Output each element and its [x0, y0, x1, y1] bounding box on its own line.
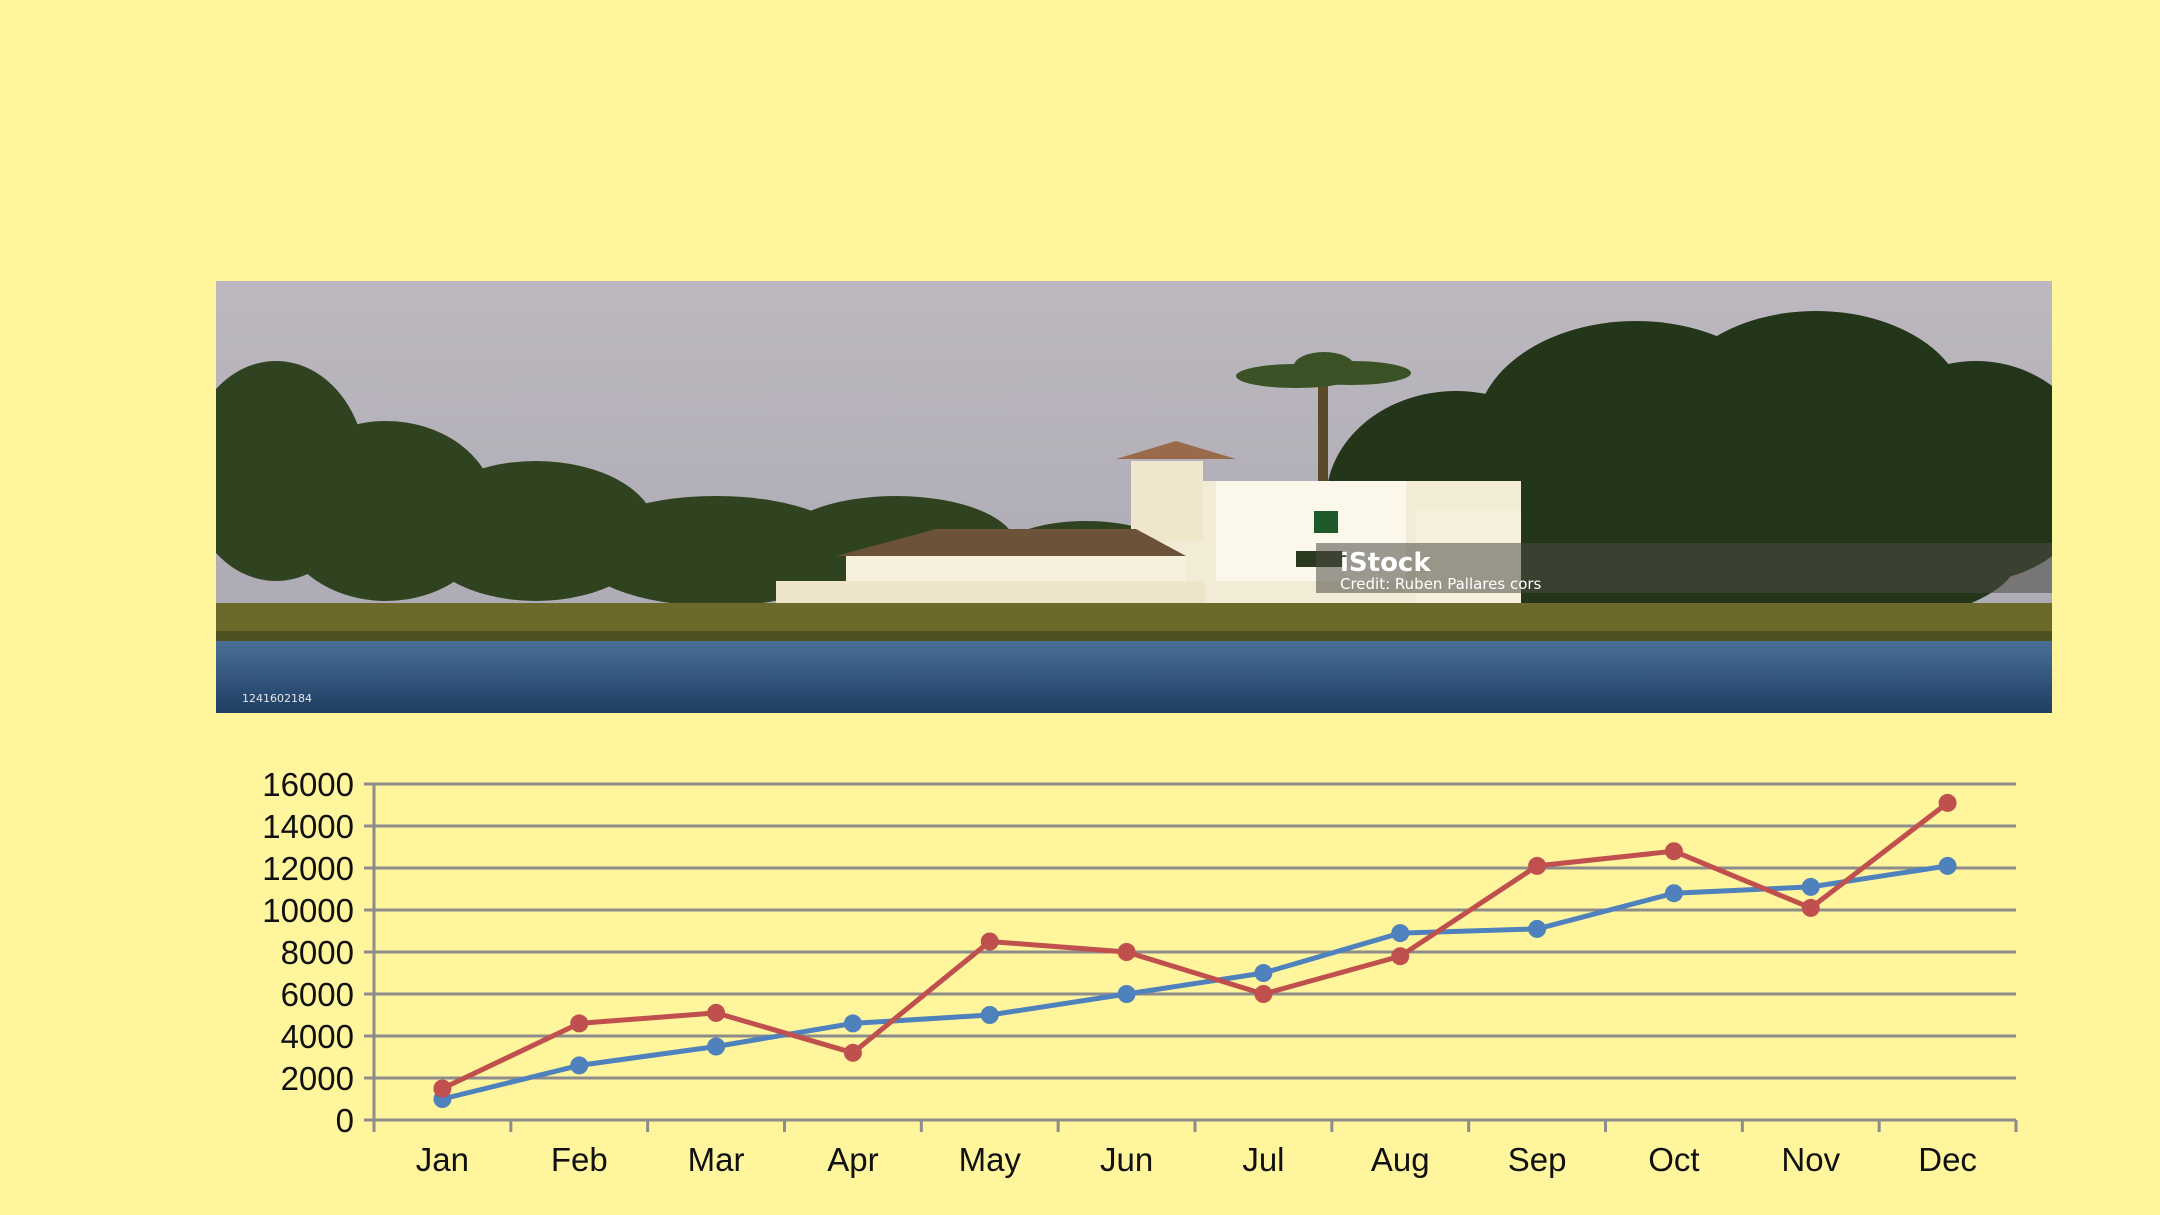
x-tick-label: Dec — [1918, 1141, 1977, 1178]
y-tick-label: 8000 — [281, 934, 354, 971]
data-point — [707, 1003, 726, 1022]
axes — [364, 782, 2018, 1132]
y-tick-labels: 0 2000 4000 6000 8000 10000 12000 14000 16000 — [262, 766, 354, 1139]
data-point — [1254, 964, 1273, 982]
data-point — [1938, 793, 1957, 812]
data-point — [843, 1043, 862, 1062]
series-line — [441, 863, 1948, 1102]
x-tick-label: Sep — [1508, 1141, 1567, 1178]
y-tick-label: 16000 — [262, 766, 354, 803]
x-tick-labels: Jan Feb Mar Apr May Jun Jul Aug Sep Oct Nov Dec — [416, 1141, 1977, 1178]
y-tick-label: 2000 — [281, 1060, 354, 1097]
x-tick-label: Apr — [827, 1141, 878, 1178]
data-point — [1391, 924, 1410, 943]
y-tick-label: 6000 — [281, 976, 354, 1013]
data-point — [1664, 884, 1683, 903]
data-point — [980, 1006, 999, 1024]
data-point — [1254, 985, 1273, 1003]
data-point — [843, 1014, 862, 1033]
y-tick-label: 4000 — [281, 1018, 354, 1055]
data-point — [1801, 898, 1820, 917]
data-point — [1528, 919, 1547, 938]
series-2 — [433, 793, 1957, 1098]
x-tick-label: Mar — [688, 1141, 745, 1178]
data-point — [1391, 947, 1410, 966]
data-point — [1528, 856, 1547, 875]
data-point — [1117, 943, 1136, 961]
data-point — [1801, 877, 1820, 896]
data-point — [570, 1056, 589, 1075]
data-point — [570, 1014, 589, 1033]
data-point — [1664, 842, 1683, 861]
y-tick-label: 0 — [336, 1102, 354, 1139]
x-tick-label: Oct — [1648, 1141, 1699, 1178]
data-point — [1117, 985, 1136, 1003]
x-tick-label: Nov — [1781, 1141, 1840, 1178]
image-id-label: 1241602184 — [242, 692, 312, 705]
grid-lines — [374, 782, 2016, 1080]
data-point — [707, 1037, 726, 1056]
data-point — [980, 932, 999, 951]
lake-house-photo: iStock Credit: Ruben Pallares cors 12416… — [216, 281, 2052, 713]
y-tick-label: 14000 — [262, 808, 354, 845]
y-tick-label: 10000 — [262, 892, 354, 929]
watermark-credit: Credit: Ruben Pallares cors — [1340, 575, 1542, 593]
x-tick-label: Aug — [1371, 1141, 1430, 1178]
watermark-brand: iStock — [1340, 548, 1431, 578]
x-tick-label: Feb — [551, 1141, 608, 1178]
series-1 — [433, 856, 1957, 1108]
series-line — [441, 800, 1950, 1091]
banner-photo: iStock Credit: Ruben Pallares cors 12416… — [216, 281, 2052, 713]
data-point — [1938, 856, 1957, 875]
y-tick-label: 12000 — [262, 850, 354, 887]
x-tick-label: Jun — [1100, 1141, 1153, 1178]
series-group — [433, 793, 1957, 1108]
x-tick-label: Jul — [1242, 1141, 1284, 1178]
x-tick-label: Jan — [416, 1141, 469, 1178]
data-point — [433, 1079, 452, 1098]
x-tick-label: May — [959, 1141, 1022, 1178]
